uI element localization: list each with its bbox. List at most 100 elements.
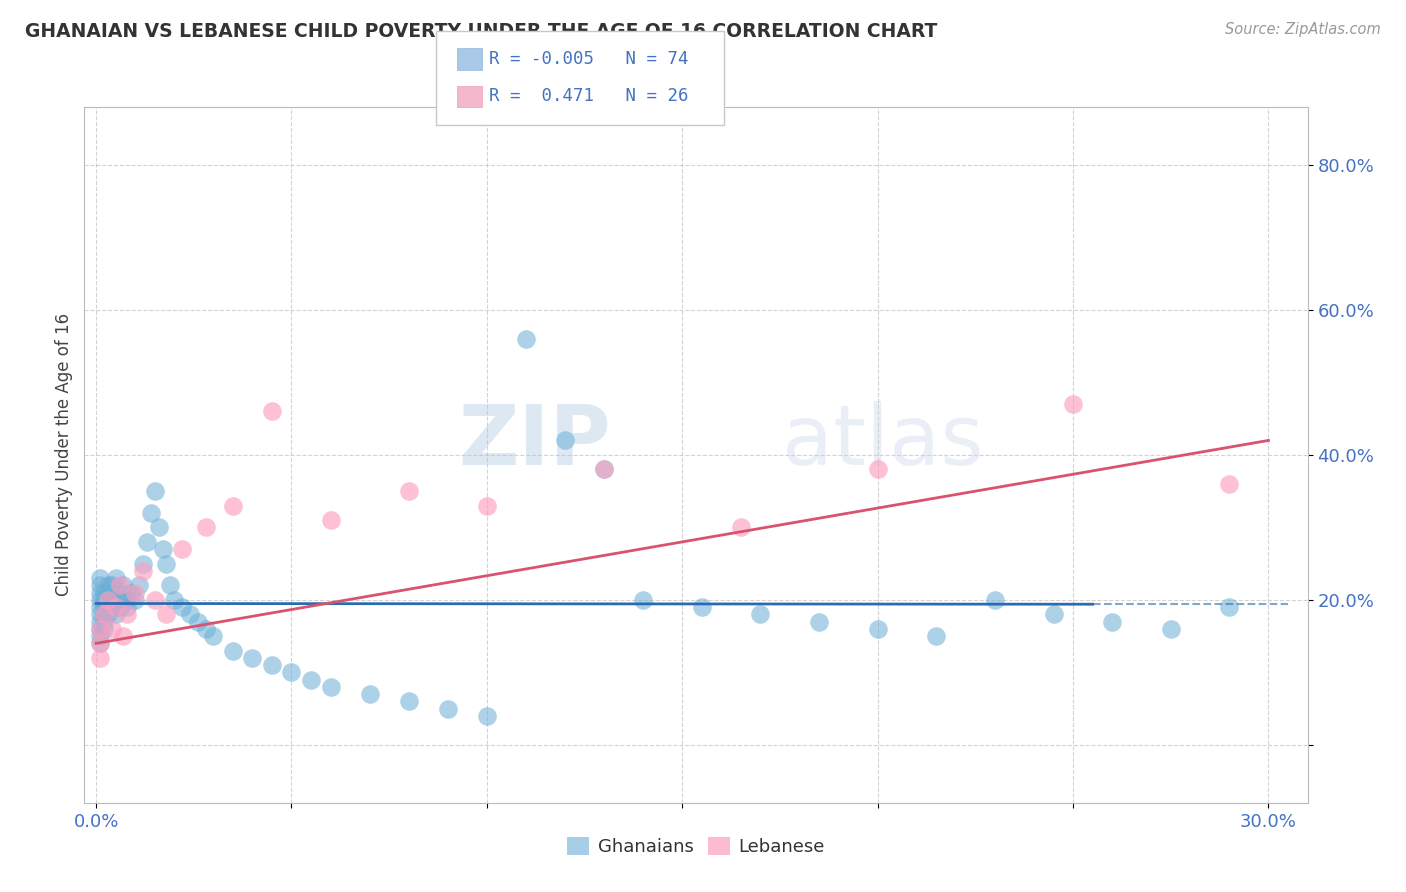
Point	[359, 687, 381, 701]
Point	[108, 578, 131, 592]
Point	[89, 578, 111, 592]
Point	[135, 534, 157, 549]
Point	[89, 571, 111, 585]
Point	[112, 585, 135, 599]
Point	[93, 607, 115, 622]
Point	[925, 629, 948, 643]
Point	[143, 484, 166, 499]
Point	[170, 600, 193, 615]
Point	[93, 615, 115, 629]
Point	[104, 600, 127, 615]
Point	[1042, 607, 1064, 622]
Point	[866, 622, 889, 636]
Point	[730, 520, 752, 534]
Point	[1218, 600, 1240, 615]
Point	[132, 564, 155, 578]
Point	[202, 629, 225, 643]
Point	[97, 592, 120, 607]
Point	[89, 636, 111, 650]
Point	[97, 607, 120, 622]
Point	[319, 513, 342, 527]
Point	[89, 622, 111, 636]
Point	[117, 592, 139, 607]
Point	[866, 462, 889, 476]
Text: R =  0.471   N = 26: R = 0.471 N = 26	[489, 87, 689, 105]
Point	[97, 600, 120, 615]
Point	[108, 600, 131, 615]
Point	[1101, 615, 1123, 629]
Text: ZIP: ZIP	[458, 401, 610, 482]
Point	[93, 622, 115, 636]
Point	[120, 585, 142, 599]
Point	[117, 607, 139, 622]
Point	[112, 578, 135, 592]
Point	[155, 557, 177, 571]
Text: atlas: atlas	[782, 401, 983, 482]
Point	[97, 592, 120, 607]
Point	[100, 578, 122, 592]
Point	[148, 520, 170, 534]
Point	[593, 462, 616, 476]
Point	[89, 651, 111, 665]
Point	[163, 592, 186, 607]
Point	[554, 434, 576, 448]
Point	[89, 600, 111, 615]
Legend: Ghanaians, Lebanese: Ghanaians, Lebanese	[560, 830, 832, 863]
Point	[124, 592, 146, 607]
Point	[222, 643, 245, 657]
Point	[515, 332, 537, 346]
Point	[89, 585, 111, 599]
Point	[475, 708, 498, 723]
Point	[112, 629, 135, 643]
Point	[139, 506, 162, 520]
Point	[89, 629, 111, 643]
Point	[398, 694, 420, 708]
Point	[222, 499, 245, 513]
Point	[89, 636, 111, 650]
Point	[124, 585, 146, 599]
Point	[93, 600, 115, 615]
Point	[100, 622, 122, 636]
Point	[128, 578, 150, 592]
Point	[436, 701, 458, 715]
Point	[593, 462, 616, 476]
Point	[690, 600, 713, 615]
Point	[260, 658, 283, 673]
Point	[89, 615, 111, 629]
Text: GHANAIAN VS LEBANESE CHILD POVERTY UNDER THE AGE OF 16 CORRELATION CHART: GHANAIAN VS LEBANESE CHILD POVERTY UNDER…	[25, 22, 938, 41]
Point	[475, 499, 498, 513]
Point	[132, 557, 155, 571]
Y-axis label: Child Poverty Under the Age of 16: Child Poverty Under the Age of 16	[55, 313, 73, 597]
Point	[93, 585, 115, 599]
Point	[242, 651, 264, 665]
Point	[117, 600, 139, 615]
Point	[984, 592, 1007, 607]
Point	[194, 622, 217, 636]
Point	[104, 585, 127, 599]
Text: R = -0.005   N = 74: R = -0.005 N = 74	[489, 50, 689, 68]
Point	[100, 592, 122, 607]
Point	[187, 615, 209, 629]
Text: Source: ZipAtlas.com: Source: ZipAtlas.com	[1225, 22, 1381, 37]
Point	[280, 665, 302, 680]
Point	[104, 571, 127, 585]
Point	[155, 607, 177, 622]
Point	[143, 592, 166, 607]
Point	[1062, 397, 1084, 411]
Point	[100, 600, 122, 615]
Point	[108, 592, 131, 607]
Point	[179, 607, 201, 622]
Point	[97, 585, 120, 599]
Point	[398, 484, 420, 499]
Point	[170, 542, 193, 557]
Point	[260, 404, 283, 418]
Point	[159, 578, 181, 592]
Point	[89, 607, 111, 622]
Point	[97, 578, 120, 592]
Point	[104, 607, 127, 622]
Point	[93, 607, 115, 622]
Point	[1160, 622, 1182, 636]
Point	[194, 520, 217, 534]
Point	[808, 615, 831, 629]
Point	[1218, 476, 1240, 491]
